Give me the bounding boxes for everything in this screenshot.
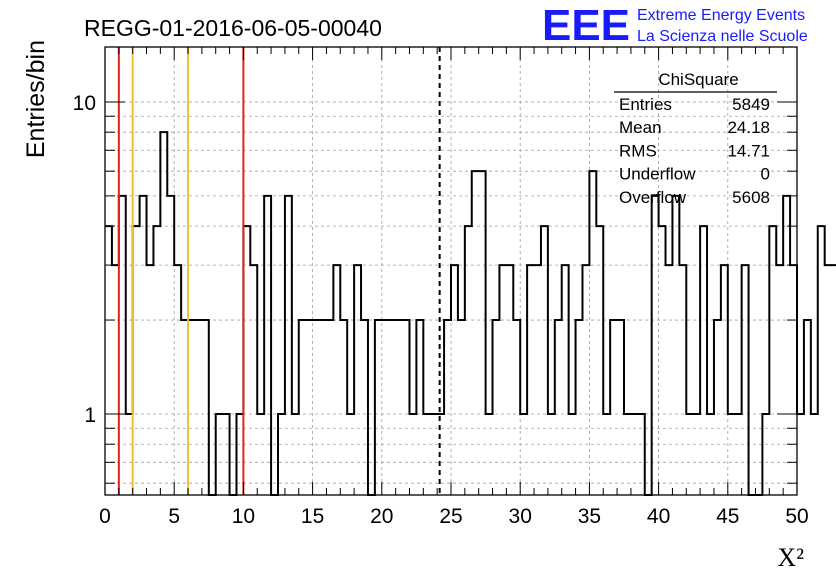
x-tick-label: 35	[578, 505, 601, 528]
x-tick-label: 25	[439, 505, 462, 528]
stats-label: RMS	[619, 141, 657, 160]
stats-label: Mean	[619, 118, 662, 137]
stats-value: 0	[761, 165, 770, 184]
x-tick-label: 45	[716, 505, 739, 528]
eee-logo-mark: EEE	[542, 1, 630, 50]
stats-label: Underflow	[619, 165, 696, 184]
stats-value: 5849	[732, 95, 770, 114]
eee-logo-line1: Extreme Energy Events	[637, 7, 805, 24]
x-tick-label: 30	[509, 505, 532, 528]
x-axis-label: X²	[777, 543, 804, 572]
stats-title: ChiSquare	[658, 70, 738, 89]
axis-ticks: 0 5 10 15 20 25 30 35 40 45 50 1 10	[73, 47, 809, 528]
histogram	[105, 131, 836, 496]
stats-label: Overflow	[619, 188, 687, 207]
marker-lines	[117, 47, 441, 495]
stats-value: 24.18	[727, 118, 770, 137]
stats-label: Entries	[619, 95, 672, 114]
x-tick-label: 10	[232, 505, 255, 528]
histogram-outline	[105, 131, 836, 496]
y-axis-label: Entries/bin	[22, 40, 50, 158]
stats-box: ChiSquare Entries 5849 Mean 24.18 RMS 14.71 Und…	[614, 70, 777, 207]
x-tick-label: 15	[301, 505, 324, 528]
y-tick-label: 1	[84, 404, 96, 427]
x-tick-label: 5	[168, 505, 180, 528]
stats-value: 5608	[732, 188, 770, 207]
eee-logo: EEE Extreme Energy Events La Scienza nel…	[542, 1, 808, 50]
chart-title: REGG-01-2016-06-05-00040	[84, 15, 382, 41]
y-tick-label: 10	[73, 92, 96, 115]
x-tick-label: 40	[647, 505, 670, 528]
stats-value: 14.71	[727, 141, 770, 160]
eee-logo-line2: La Scienza nelle Scuole	[637, 28, 808, 45]
x-tick-label: 0	[99, 505, 111, 528]
x-tick-label: 50	[785, 505, 808, 528]
x-tick-label: 20	[370, 505, 393, 528]
